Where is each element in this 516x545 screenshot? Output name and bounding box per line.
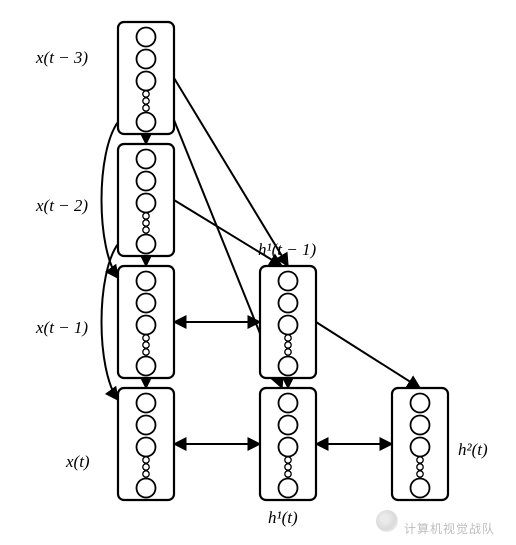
edge-h1t1-h2t — [316, 322, 420, 388]
label-h1t1: h¹(t − 1) — [258, 240, 316, 260]
label-xt2: x(t − 2) — [36, 196, 88, 216]
edge-xt2-xt-curve — [102, 244, 119, 400]
label-h1t: h¹(t) — [268, 508, 298, 528]
node-xt — [118, 388, 174, 500]
label-xt3: x(t − 3) — [36, 48, 88, 68]
watermark-icon — [376, 510, 398, 532]
edge-xt3-xt1-curve — [102, 122, 119, 278]
node-xt2 — [118, 144, 174, 256]
node-h1t — [260, 388, 316, 500]
nodes-layer — [118, 22, 448, 500]
node-h1t1 — [260, 266, 316, 378]
watermark-text: 计算机视觉战队 — [404, 520, 495, 537]
label-xt1: x(t − 1) — [36, 318, 88, 338]
edge-xt3-h1t1 — [174, 78, 288, 266]
label-h2t: h²(t) — [458, 440, 488, 460]
node-xt1 — [118, 266, 174, 378]
label-xt: x(t) — [66, 452, 90, 472]
node-xt3 — [118, 22, 174, 134]
node-h2t — [392, 388, 448, 500]
